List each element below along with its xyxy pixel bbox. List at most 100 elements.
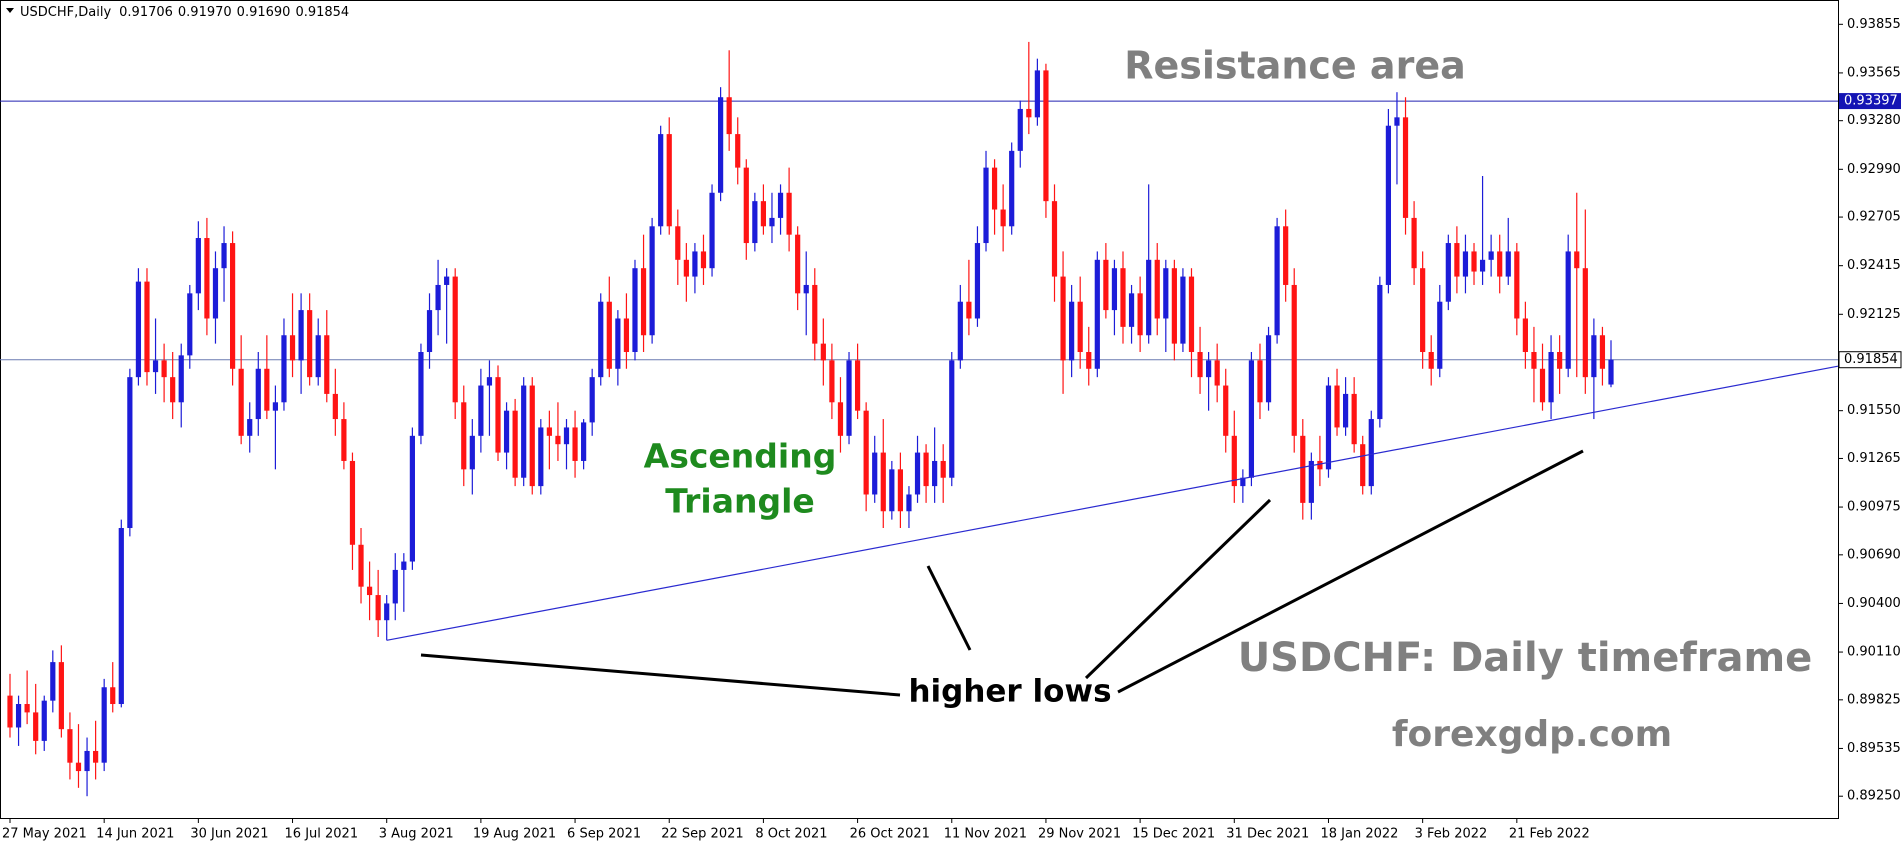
candle-body <box>666 134 672 227</box>
x-tick-label: 3 Aug 2021 <box>379 827 454 842</box>
candle-body <box>1565 251 1571 369</box>
candle-body <box>135 281 142 378</box>
candle-body <box>880 452 886 512</box>
price-label-box <box>1838 351 1902 369</box>
candle-body <box>1471 251 1477 272</box>
candle-body <box>178 355 184 403</box>
candle-body <box>803 284 809 294</box>
candle-body <box>1206 360 1212 378</box>
candle-body <box>692 251 698 277</box>
candle-body <box>101 687 107 763</box>
candle-body <box>521 385 527 478</box>
candle-body <box>93 750 99 763</box>
site-annotation: forexgdp.com <box>1392 714 1672 755</box>
candle-body <box>212 268 219 319</box>
candle-body <box>1223 385 1229 436</box>
candle-body <box>221 243 227 269</box>
candle-body <box>914 452 921 495</box>
candle-body <box>820 343 826 361</box>
candle-body <box>1479 259 1486 272</box>
candle-body <box>872 452 878 495</box>
candle-body <box>247 419 253 436</box>
candle-body <box>589 377 595 423</box>
candle-body <box>1300 435 1306 503</box>
candle-body <box>1317 460 1323 470</box>
candle-body <box>84 750 90 772</box>
y-tick-label: 0.93565 <box>1847 65 1901 80</box>
candle-body <box>204 238 210 319</box>
candle-body <box>1411 217 1417 269</box>
candle-body <box>812 284 818 344</box>
candle-body <box>1582 268 1588 378</box>
candle-body <box>1514 251 1520 319</box>
candle-body <box>366 586 373 596</box>
x-tick-label: 11 Nov 2021 <box>944 827 1027 842</box>
candle-body <box>1608 359 1614 385</box>
candle-body <box>1377 284 1383 420</box>
y-tick-label: 0.92990 <box>1847 162 1901 177</box>
candle-body <box>161 360 167 378</box>
candle-body <box>1599 335 1606 369</box>
candle-body <box>1077 301 1083 353</box>
candle-body <box>41 700 47 741</box>
ohlc-close: 0.91854 <box>295 5 349 20</box>
candle-body <box>777 192 784 218</box>
candle-body <box>1103 259 1109 311</box>
candle-body <box>1402 117 1409 218</box>
candle-body <box>897 469 903 512</box>
candle-body <box>1188 276 1195 353</box>
candle-body <box>75 762 82 772</box>
candle-body <box>1351 393 1357 445</box>
candle-body <box>1163 268 1169 319</box>
candle-body <box>983 167 989 244</box>
candle-body <box>15 704 22 728</box>
candle-body <box>452 276 458 403</box>
plot-frame <box>0 0 1839 819</box>
candle-body <box>1265 335 1272 403</box>
x-tick-label: 6 Sep 2021 <box>567 827 641 842</box>
candle-body <box>1043 70 1049 202</box>
candle-body <box>418 352 424 436</box>
candle-body <box>1240 477 1246 487</box>
candle-body <box>572 427 578 461</box>
candle-body <box>307 310 313 378</box>
candle-body <box>658 134 664 227</box>
candle-body <box>1428 352 1434 369</box>
candle-body <box>966 301 972 319</box>
candle-body <box>786 192 792 235</box>
candle-body <box>1325 385 1332 470</box>
ohlc-low: 0.91690 <box>237 5 291 20</box>
candle-body <box>546 427 552 436</box>
y-tick-label: 0.89250 <box>1847 789 1901 804</box>
candle-body <box>760 201 767 227</box>
candle-body <box>1454 243 1460 277</box>
candle-body <box>255 368 261 420</box>
candle-body <box>324 335 330 394</box>
candle-body <box>940 460 946 478</box>
candle-body <box>1000 209 1006 227</box>
candle-body <box>349 460 356 545</box>
candle-body <box>932 460 938 487</box>
x-tick-label: 18 Jan 2022 <box>1320 827 1398 842</box>
candle-body <box>1086 352 1092 369</box>
y-tick-label: 0.92125 <box>1847 307 1901 322</box>
candle-body <box>426 310 433 353</box>
candle-body <box>752 201 758 244</box>
candle-body <box>949 360 955 478</box>
candle-body <box>1051 201 1058 277</box>
candle-body <box>1420 268 1426 353</box>
candle-body <box>1214 360 1220 386</box>
candle-body <box>503 410 510 453</box>
y-tick-label: 0.92415 <box>1847 258 1901 273</box>
candle-body <box>1069 301 1075 361</box>
x-tick-label: 31 Dec 2021 <box>1226 827 1309 842</box>
candle-body <box>495 377 501 453</box>
candle-body <box>649 226 655 336</box>
candle-body <box>289 335 296 361</box>
candle-body <box>632 268 638 353</box>
candle-body <box>846 360 852 436</box>
candle-body <box>1557 352 1563 369</box>
candle-body <box>1009 150 1015 227</box>
resistance-annotation: Resistance area <box>1124 44 1465 88</box>
x-tick-label: 26 Oct 2021 <box>850 827 930 842</box>
